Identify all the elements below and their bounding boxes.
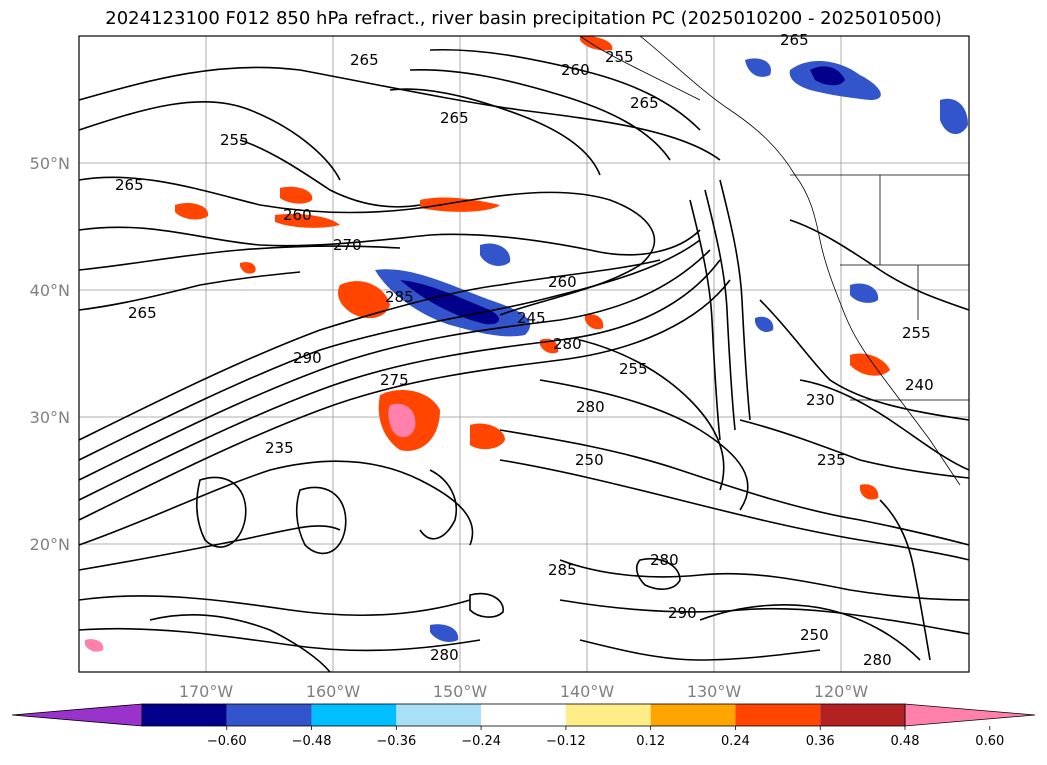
plot-frame — [78, 35, 970, 673]
shade-orange-patch-f — [420, 197, 500, 212]
colorbar-segment — [565, 704, 651, 726]
colorbar-extend-high — [904, 703, 1036, 727]
colorbar-segment — [142, 704, 227, 726]
shade-blue-patch-c — [940, 98, 968, 135]
contour-label-group: 260 265 255 265 265 255 265 260 270 265 … — [115, 31, 934, 669]
lon-label-140w: 140°W — [560, 682, 615, 701]
lat-label-30n: 30°N — [30, 408, 70, 427]
lon-label-160w: 160°W — [306, 682, 361, 701]
colorbar-tick-label: −0.60 — [207, 734, 247, 749]
contour-label: 255 — [902, 324, 931, 342]
lon-label-150w: 150°W — [433, 682, 488, 701]
shade-orange-patch-j — [860, 484, 879, 500]
lon-labels: 170°W 160°W 150°W 140°W 130°W 120°W — [179, 682, 869, 701]
shade-orange-patch-d — [280, 186, 313, 204]
contour-label: 255 — [619, 360, 648, 378]
shade-orange-patch-a — [338, 281, 390, 319]
shade-orange-patch-e — [175, 203, 209, 220]
shade-blue-patch-h — [755, 316, 774, 333]
colorbar-tick-label: 0.60 — [975, 734, 1004, 749]
colorbar-segment — [820, 704, 905, 726]
contour-label: 230 — [806, 391, 835, 409]
shade-orange-patch-l — [85, 639, 104, 652]
colorbar-segment — [735, 704, 821, 726]
colorbar-tick-label: −0.48 — [292, 734, 332, 749]
contour-label: 265 — [350, 51, 379, 69]
colorbar-tick-label: 0.48 — [891, 734, 920, 749]
contour-label: 255 — [605, 48, 634, 66]
contour-label: 280 — [863, 651, 892, 669]
shade-orange-patch-h — [850, 353, 890, 376]
colorbar: −0.60 −0.48 −0.36 −0.24 −0.12 0.12 0.24 0.36 0.4… — [11, 703, 1036, 749]
contour-label: 265 — [780, 31, 809, 49]
colorbar-segment — [226, 704, 312, 726]
colorbar-segment — [481, 704, 566, 726]
shade-navy-patch-b — [810, 66, 845, 86]
contour-label: 285 — [385, 288, 414, 306]
contour-label: 265 — [115, 176, 144, 194]
colorbar-tick-label: −0.12 — [546, 734, 586, 749]
shade-orange-patch-c — [470, 423, 505, 450]
coastline — [579, 36, 969, 486]
colorbar-tick-label: −0.36 — [376, 734, 416, 749]
contour-label: 290 — [293, 349, 322, 367]
shade-orange-patch-n — [585, 314, 604, 330]
contour-label: 260 — [548, 273, 577, 291]
contour-label: 265 — [630, 94, 659, 112]
contour-label: 260 — [561, 61, 590, 79]
colorbar-tick-label: −0.24 — [461, 734, 501, 749]
contour-label: 250 — [575, 451, 604, 469]
colorbar-extend-low — [11, 703, 143, 727]
contour-label: 250 — [800, 626, 829, 644]
shade-blue-patch-g — [430, 624, 459, 643]
contour-label: 245 — [517, 309, 546, 327]
colorbar-segment — [650, 704, 736, 726]
plot-area — [79, 36, 969, 672]
contour-label: 275 — [380, 371, 409, 389]
contour-label: 285 — [548, 561, 577, 579]
contour-label: 235 — [817, 451, 846, 469]
lon-label-130w: 130°W — [687, 682, 742, 701]
shade-orange-patch-g — [275, 214, 340, 228]
colorbar-segment — [396, 704, 482, 726]
contour-label: 235 — [265, 439, 294, 457]
colorbar-tick-label: 0.12 — [636, 734, 665, 749]
contour-label: 280 — [650, 551, 679, 569]
contour-label: 260 — [283, 206, 312, 224]
colorbar-segment — [311, 704, 397, 726]
contour-label: 270 — [333, 236, 362, 254]
shade-blue-patch-f — [480, 243, 511, 266]
lon-label-120w: 120°W — [814, 682, 869, 701]
contour-label: 240 — [905, 376, 934, 394]
lat-label-40n: 40°N — [30, 281, 70, 300]
lat-labels: 50°N 40°N 30°N 20°N — [30, 154, 70, 554]
shade-orange-patch-i — [580, 36, 613, 51]
contour-label: 290 — [668, 604, 697, 622]
contour-label: 280 — [430, 646, 459, 664]
colorbar-tick-label: 0.36 — [806, 734, 835, 749]
contour-label: 280 — [576, 398, 605, 416]
lat-label-20n: 20°N — [30, 535, 70, 554]
contour-label: 255 — [220, 131, 249, 149]
map-title: 2024123100 F012 850 hPa refract., river … — [105, 8, 942, 29]
shade-pink-patch-a — [388, 403, 416, 438]
lon-label-170w: 170°W — [179, 682, 234, 701]
lat-label-50n: 50°N — [30, 154, 70, 173]
contour-label: 265 — [128, 304, 157, 322]
refractivity-contours — [79, 48, 969, 672]
shade-orange-patch-k — [240, 262, 256, 274]
contour-label: 265 — [440, 109, 469, 127]
colorbar-tick-label: 0.24 — [721, 734, 750, 749]
colorbar-frame — [141, 703, 906, 727]
contour-label: 280 — [553, 335, 582, 353]
shade-blue-patch-e — [850, 283, 879, 303]
shade-blue-patch-d — [745, 58, 771, 77]
